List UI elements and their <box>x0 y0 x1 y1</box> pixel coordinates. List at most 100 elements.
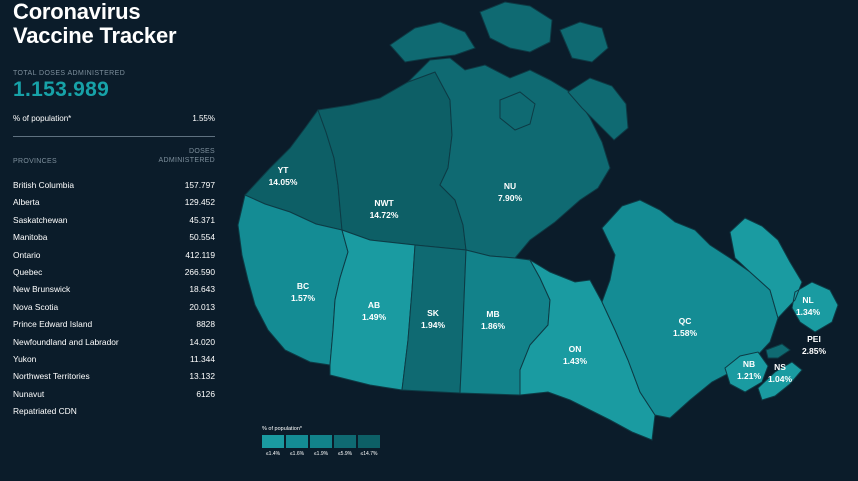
label-sk-code: SK <box>427 308 440 318</box>
legend-swatch <box>310 435 332 448</box>
legend-label: ≤1.4% <box>265 451 281 457</box>
label-qc-pct: 1.58% <box>673 328 698 338</box>
label-nwt: NWT 14.72% <box>370 198 399 220</box>
map-legend: % of population* ≤1.4% ≤1.6% ≤1.9% ≤5.9% ≤14… <box>262 426 380 457</box>
label-mb-pct: 1.86% <box>481 321 506 331</box>
doses-value: 157.797 <box>184 180 215 190</box>
province-name: Northwest Territories <box>13 371 90 382</box>
label-qc-code: QC <box>679 316 692 326</box>
label-ns-pct: 1.04% <box>768 374 793 384</box>
doses-value: 266.590 <box>184 266 215 277</box>
label-ab: AB 1.49% <box>362 300 387 322</box>
doses-value: 18.643 <box>189 284 215 295</box>
label-nl: NL 1.34% <box>796 295 821 317</box>
table-header: PROVINCES DOSES ADMINISTERED <box>13 147 215 165</box>
label-nwt-code: NWT <box>374 198 394 208</box>
label-qc: QC 1.58% <box>673 316 698 338</box>
label-nl-pct: 1.34% <box>796 307 821 317</box>
label-on-pct: 1.43% <box>563 356 588 366</box>
legend-swatch <box>262 435 284 448</box>
label-mb-code: MB <box>486 309 499 319</box>
total-doses-value: 1.153.989 <box>13 78 110 101</box>
province-name: Manitoba <box>13 232 48 243</box>
province-shape-nu[interactable] <box>407 57 611 259</box>
population-label: % of population* <box>13 114 72 123</box>
label-nb-pct: 1.21% <box>737 371 762 381</box>
table-row: Prince Edward Island 8828 <box>13 316 215 333</box>
province-name: Ontario <box>13 249 41 260</box>
doses-value: 45.371 <box>189 214 215 225</box>
province-name: Yukon <box>13 353 37 364</box>
table-row: Alberta 129.452 <box>13 194 215 211</box>
province-shape-on[interactable] <box>519 258 656 441</box>
province-table: British Columbia 157.797 Alberta 129.452 Sas… <box>13 177 215 420</box>
province-name: Alberta <box>13 197 40 208</box>
table-row: Nova Scotia 20.013 <box>13 299 215 316</box>
table-row: Nunavut 6126 <box>13 386 215 403</box>
canada-map: YT 14.05% NWT 14.72% NU 7.90% BC 1.57% A… <box>237 1 839 441</box>
table-row: British Columbia 157.797 <box>13 177 215 194</box>
table-row: Saskatchewan 45.371 <box>13 212 215 229</box>
province-name: Nova Scotia <box>13 301 59 312</box>
table-row: Newfoundland and Labrador 14.020 <box>13 334 215 351</box>
table-row: New Brunswick 18.643 <box>13 281 215 298</box>
province-shape-nb[interactable] <box>724 351 769 393</box>
legend-item: ≤1.4% <box>262 435 284 457</box>
label-nu-pct: 7.90% <box>498 193 523 203</box>
doses-header-line-2: ADMINISTERED <box>158 157 215 164</box>
legend-swatches: ≤1.4% ≤1.6% ≤1.9% ≤5.9% ≤14.7% <box>262 435 380 457</box>
table-row: Ontario 412.119 <box>13 247 215 264</box>
label-pei-pct: 2.85% <box>802 346 827 356</box>
label-nwt-pct: 14.72% <box>370 210 399 220</box>
legend-item: ≤5.9% <box>334 435 356 457</box>
label-ns: NS 1.04% <box>768 362 793 384</box>
legend-item: ≤1.9% <box>310 435 332 457</box>
doses-column-header: DOSES ADMINISTERED <box>145 147 215 165</box>
population-value: 1.55% <box>192 114 215 123</box>
label-pei: PEI 2.85% <box>802 334 827 356</box>
province-shape-pei[interactable] <box>765 343 791 359</box>
label-mb: MB 1.86% <box>481 309 506 331</box>
title-line-1: Coronavirus <box>13 0 141 24</box>
label-nl-code: NL <box>802 295 813 305</box>
province-shape-nu-islands[interactable] <box>389 1 629 141</box>
province-shape-ns[interactable] <box>757 361 803 401</box>
table-row: Quebec 266.590 <box>13 264 215 281</box>
legend-swatch <box>358 435 380 448</box>
label-nu-code: NU <box>504 181 516 191</box>
doses-value: 129.452 <box>184 197 215 208</box>
province-name: Saskatchewan <box>13 214 68 225</box>
province-shape-nl[interactable] <box>729 217 839 333</box>
label-sk-pct: 1.94% <box>421 320 446 330</box>
province-name: Nunavut <box>13 388 45 399</box>
label-yt-code: YT <box>278 165 290 175</box>
doses-value: 50.554 <box>189 232 215 243</box>
provinces-column-header: PROVINCES <box>13 158 57 165</box>
label-on: ON 1.43% <box>563 344 588 366</box>
province-name: Prince Edward Island <box>13 319 93 330</box>
doses-value: 20.013 <box>189 301 215 312</box>
label-sk: SK 1.94% <box>421 308 446 330</box>
legend-label: ≤1.6% <box>289 451 305 457</box>
label-bc-code: BC <box>297 281 309 291</box>
doses-value: 412.119 <box>185 249 215 260</box>
legend-label: ≤1.9% <box>313 451 329 457</box>
label-ab-pct: 1.49% <box>362 312 387 322</box>
table-row: Yukon 11.344 <box>13 351 215 368</box>
doses-value: 11.344 <box>190 353 215 364</box>
population-row: % of population* 1.55% <box>13 114 215 137</box>
doses-value: 8828 <box>196 319 215 330</box>
province-name: Quebec <box>13 266 43 277</box>
total-doses-label: TOTAL DOSES ADMINISTERED <box>13 70 126 77</box>
label-pei-code: PEI <box>807 334 821 344</box>
info-panel: Coronavirus Vaccine Tracker TOTAL DOSES … <box>13 0 215 420</box>
label-bc-pct: 1.57% <box>291 293 316 303</box>
title-line-2: Vaccine Tracker <box>13 23 177 48</box>
table-row: Manitoba 50.554 <box>13 229 215 246</box>
legend-title: % of population* <box>262 426 303 432</box>
table-row: Repatriated CDN <box>13 403 215 420</box>
province-name: Repatriated CDN <box>13 406 77 417</box>
page-title: Coronavirus Vaccine Tracker <box>13 0 215 48</box>
doses-value: 6126 <box>196 388 215 399</box>
